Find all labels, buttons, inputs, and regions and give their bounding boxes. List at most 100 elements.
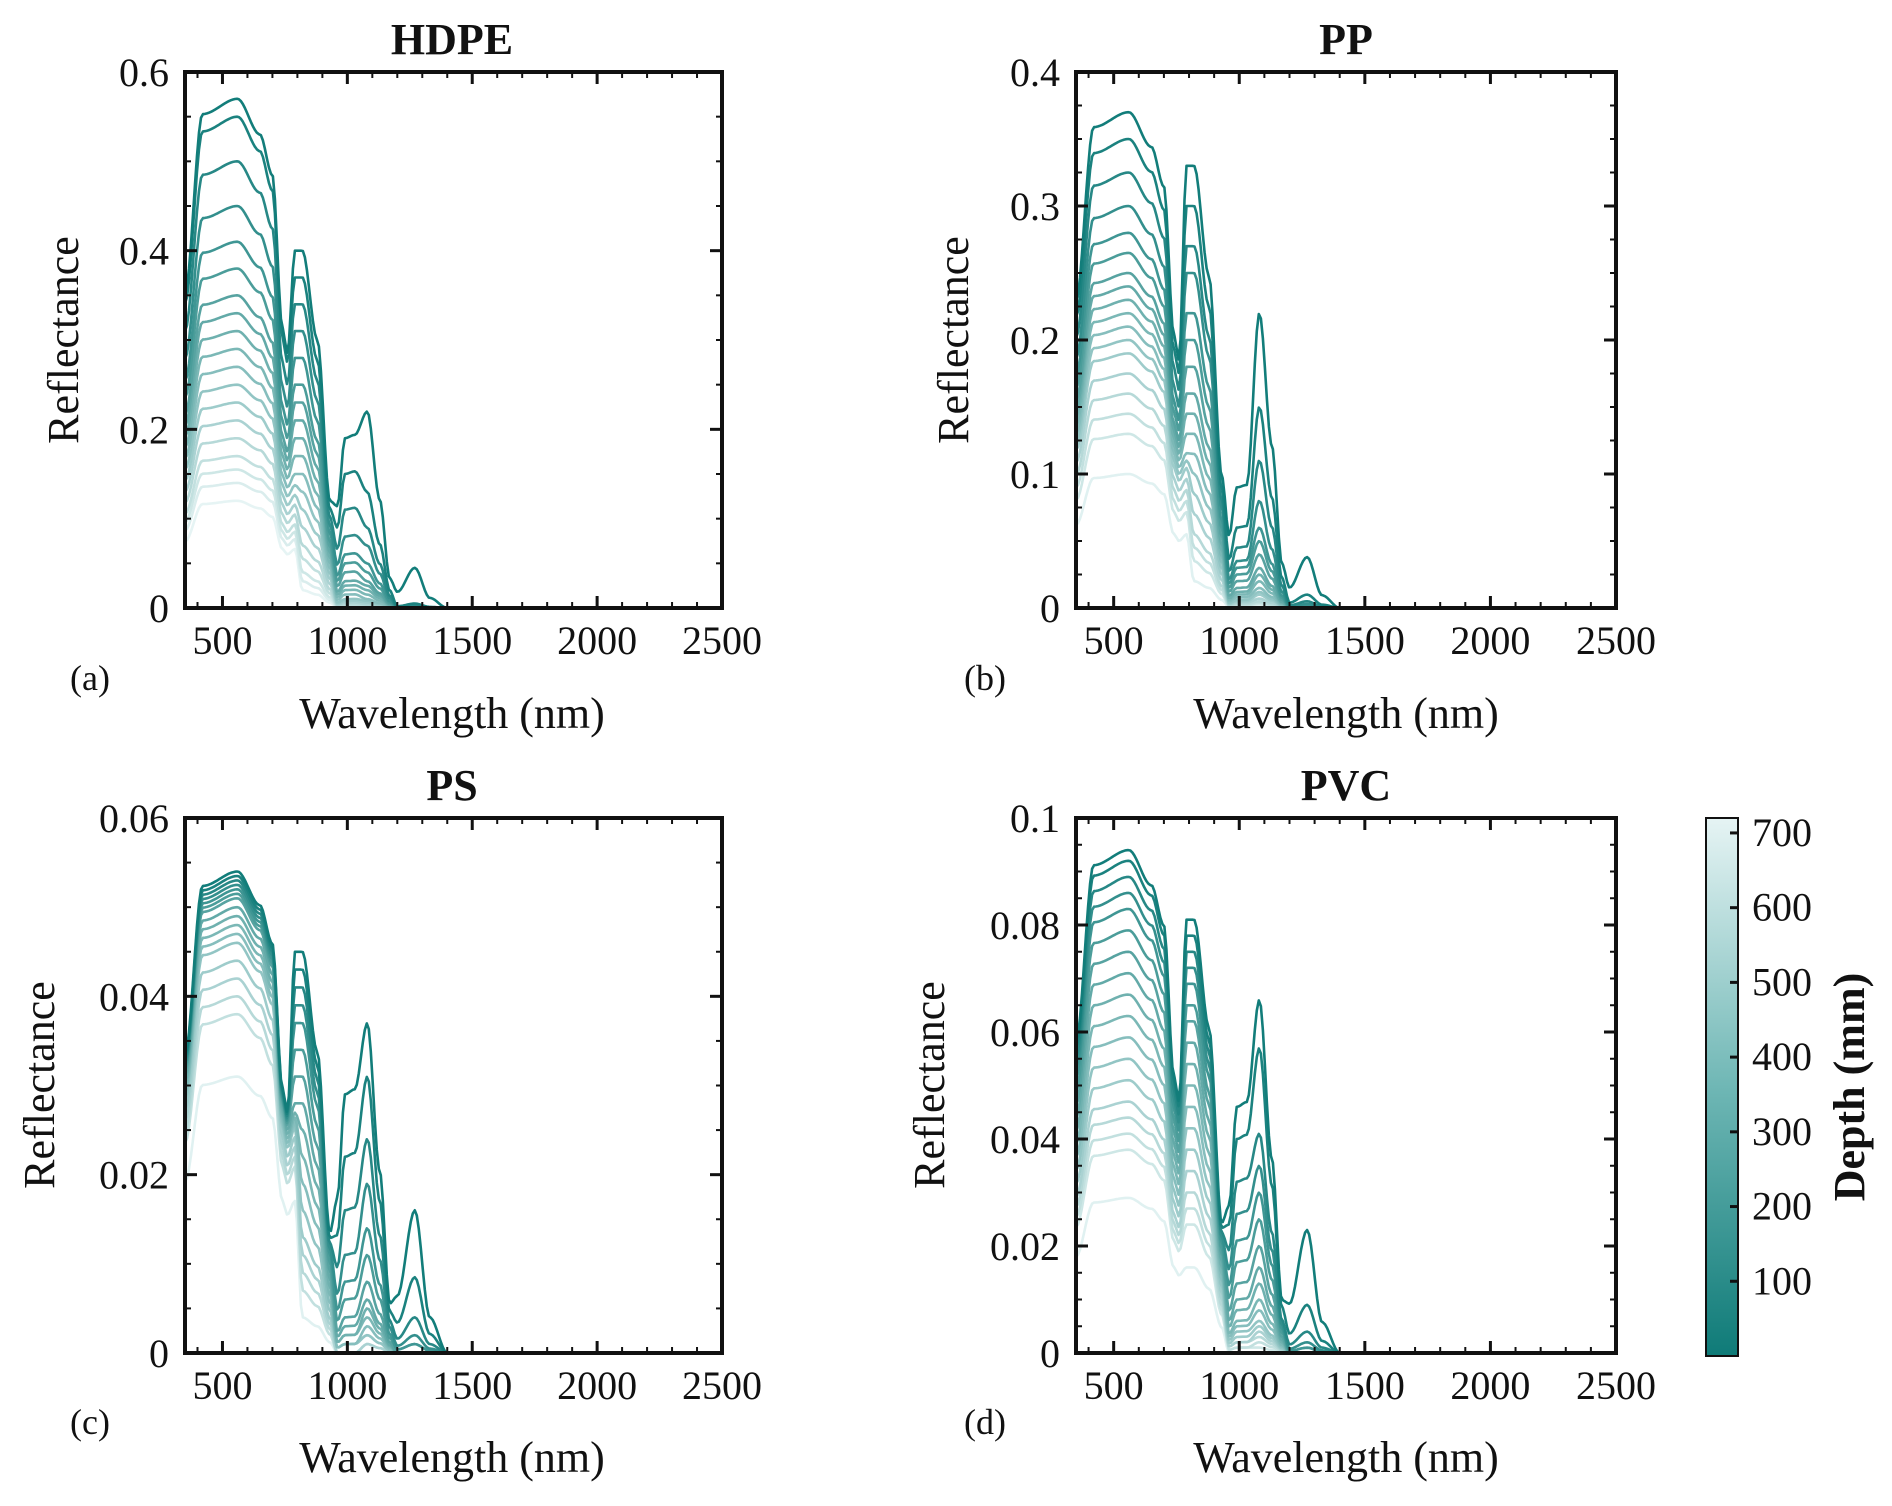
spectrum-line-depth-600 (183, 1012, 722, 1355)
colorbar-label: Depth (mm) (1825, 973, 1874, 1202)
axis-ticks: 500 1000 1500 2000 2500 0 0.2 0.4 0.6 (119, 50, 762, 663)
colorbar-ticks: 100 200 300 400 500 600 700 (1730, 810, 1812, 1303)
spectrum-line-depth-700 (1074, 1196, 1616, 1355)
x-axis-label: Wavelength (nm) (299, 1433, 605, 1482)
y-tick-label: 0.1 (1010, 796, 1060, 841)
y-tick-label: 0.02 (990, 1224, 1060, 1269)
y-tick-label: 0.3 (1010, 184, 1060, 229)
spectrum-line-depth-560 (1074, 392, 1616, 610)
axis-ticks: 500 1000 1500 2000 2500 0 0.1 0.2 0.3 0.4 (1010, 50, 1656, 663)
spectrum-line-depth-440 (1074, 1057, 1616, 1355)
spectrum-line-depth-400 (1074, 1036, 1616, 1355)
y-tick-label: 0 (149, 1331, 169, 1376)
x-tick-label: 500 (192, 1363, 252, 1408)
y-tick-label: 0.04 (99, 974, 169, 1019)
spectrum-line-depth-400 (183, 365, 722, 610)
spectrum-line-depth-680 (183, 481, 722, 610)
x-tick-label: 1000 (1199, 618, 1279, 663)
x-tick-label: 2500 (1576, 1363, 1656, 1408)
colorbar-tick-label: 700 (1752, 810, 1812, 855)
axis-frame (183, 816, 724, 1355)
x-tick-label: 1000 (307, 618, 387, 663)
x-tick-label: 1500 (1325, 1363, 1405, 1408)
spectrum-line-depth-480 (1074, 1078, 1616, 1355)
spectrum-line-depth-560 (183, 437, 722, 610)
x-axis-label: Wavelength (nm) (1193, 689, 1499, 738)
axis-frame (1074, 70, 1618, 610)
y-tick-label: 0.06 (99, 796, 169, 841)
spectrum-line-depth-700 (1074, 472, 1616, 610)
plot-area (1074, 848, 1616, 1355)
plot-area (1074, 110, 1616, 610)
colorbar-gradient (1705, 817, 1739, 1357)
panel-title: PP (1319, 15, 1373, 64)
y-tick-label: 0 (1040, 586, 1060, 631)
panel-letter: (c) (70, 1402, 110, 1442)
spectrum-line-depth-560 (1074, 1116, 1616, 1355)
x-tick-label: 1500 (432, 618, 512, 663)
x-tick-label: 1500 (1325, 618, 1405, 663)
y-tick-label: 0.6 (119, 50, 169, 95)
spectrum-line-depth-120 (1074, 204, 1616, 610)
y-tick-label: 0 (1040, 1331, 1060, 1376)
plot-area (183, 97, 722, 610)
colorbar-tick-label: 200 (1752, 1184, 1812, 1229)
plot-area (183, 870, 722, 1355)
spectrum-line-depth-600 (1074, 412, 1616, 610)
colorbar-tick-label: 500 (1752, 959, 1812, 1004)
panel-title: HDPE (391, 15, 513, 64)
x-tick-label: 2000 (557, 1363, 637, 1408)
axis-ticks: 500 1000 1500 2000 2500 0 0.02 0.04 0.06 (99, 796, 762, 1408)
panel-title: PVC (1301, 761, 1391, 810)
spectrum-line-depth-640 (1074, 432, 1616, 610)
x-tick-label: 2500 (682, 1363, 762, 1408)
panel-pvc: PVC 500 1000 1500 2000 2500 0 0.02 0.04 0.06 0.08… (905, 761, 1656, 1482)
y-axis-label: Reflectance (15, 981, 64, 1189)
axis-frame (1074, 816, 1618, 1355)
panel-letter: (a) (70, 658, 110, 698)
x-tick-label: 500 (1084, 618, 1144, 663)
panel-letter: (b) (964, 658, 1006, 698)
y-tick-label: 0.4 (1010, 50, 1060, 95)
spectrum-line-depth-80 (1074, 875, 1616, 1355)
x-tick-label: 500 (1084, 1363, 1144, 1408)
y-axis-label: Reflectance (905, 981, 954, 1189)
spectrum-line-depth-600 (1074, 1132, 1616, 1355)
y-tick-label: 0.08 (990, 903, 1060, 948)
axis-ticks: 500 1000 1500 2000 2500 0 0.02 0.04 0.06 0.08 0.1 (990, 796, 1656, 1408)
x-tick-label: 1500 (432, 1363, 512, 1408)
spectrum-line-depth-40 (1074, 137, 1616, 610)
spectrum-line-depth-120 (1074, 891, 1616, 1355)
spectrum-line-depth-700 (183, 1075, 722, 1355)
x-axis-label: Wavelength (nm) (1193, 1433, 1499, 1482)
x-tick-label: 2000 (557, 618, 637, 663)
x-tick-label: 2000 (1450, 618, 1530, 663)
spectrum-line-depth-360 (183, 347, 722, 610)
colorbar-tick-label: 400 (1752, 1034, 1812, 1079)
y-tick-label: 0.4 (119, 229, 169, 274)
colorbar: 100 200 300 400 500 600 700 Depth (mm) (1705, 810, 1874, 1357)
y-axis-label: Reflectance (39, 236, 88, 444)
y-tick-label: 0.2 (1010, 318, 1060, 363)
panel-title: PS (426, 761, 477, 810)
colorbar-tick-label: 100 (1752, 1258, 1812, 1303)
spectrum-line-depth-480 (1074, 352, 1616, 610)
spectrum-line-depth-640 (1074, 1148, 1616, 1355)
spectrum-line-depth-520 (1074, 372, 1616, 610)
y-tick-label: 0.2 (119, 407, 169, 452)
axis-frame (183, 70, 724, 610)
spectrum-line-depth-720 (183, 499, 722, 610)
x-tick-label: 2500 (682, 618, 762, 663)
spectrum-line-depth-520 (183, 419, 722, 610)
spectrum-line-depth-80 (1074, 171, 1616, 610)
x-tick-label: 500 (192, 618, 252, 663)
x-tick-label: 2500 (1576, 618, 1656, 663)
panel-ps: PS 500 1000 1500 2000 2500 0 0.02 0.04 0.06 Refl… (15, 761, 762, 1482)
spectrum-line-depth-640 (183, 468, 722, 610)
y-tick-label: 0.1 (1010, 452, 1060, 497)
spectrum-line-depth-80 (183, 160, 722, 610)
y-tick-label: 0 (149, 586, 169, 631)
spectrum-line-depth-600 (183, 454, 722, 610)
x-tick-label: 2000 (1450, 1363, 1530, 1408)
